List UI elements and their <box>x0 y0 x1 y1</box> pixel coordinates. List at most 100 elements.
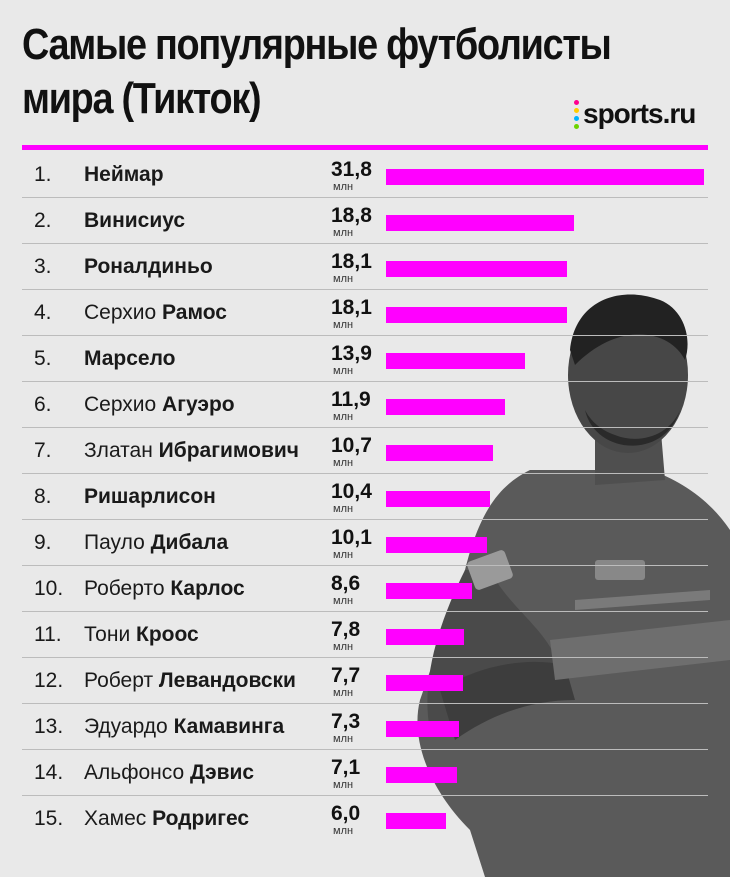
bar <box>386 767 457 783</box>
unit-label: млн <box>333 457 354 469</box>
bar <box>386 353 525 369</box>
player-first-name: Серхио <box>84 301 163 324</box>
logo-text: sports.ru <box>583 98 696 129</box>
row-separator <box>22 335 708 336</box>
value-label: 8,6 <box>331 572 361 595</box>
player-last-name: Дэвис <box>190 761 255 784</box>
row-separator <box>22 703 708 704</box>
unit-label: млн <box>333 181 354 193</box>
unit-label: млн <box>333 549 354 561</box>
rank-label: 3. <box>34 255 52 278</box>
player-name: Марсело <box>84 347 176 371</box>
value-label: 13,9 <box>331 342 372 365</box>
value-label: 7,3 <box>331 710 361 733</box>
player-name: Роберт Левандовски <box>84 669 296 693</box>
bar <box>386 491 490 507</box>
player-last-name: Карлос <box>170 577 245 600</box>
logo-dot <box>574 115 579 121</box>
value-label: 10,1 <box>331 526 372 549</box>
row-separator <box>22 657 708 658</box>
player-first-name: Серхио <box>84 393 163 416</box>
player-name: Эдуардо Камавинга <box>84 715 284 739</box>
rank-label: 8. <box>34 485 52 508</box>
unit-label: млн <box>333 227 354 239</box>
chart-title: Самые популярные футболисты мира (Тикток… <box>22 18 615 126</box>
rank-label: 10. <box>34 577 64 600</box>
unit-label: млн <box>333 319 354 331</box>
player-name: Неймар <box>84 163 164 187</box>
row-separator <box>22 243 708 244</box>
rank-label: 1. <box>34 163 52 186</box>
row-separator <box>22 381 708 382</box>
player-last-name: Винисиус <box>84 209 186 232</box>
player-name: Винисиус <box>84 209 185 233</box>
header-rule <box>22 145 708 150</box>
player-last-name: Рамос <box>162 301 227 324</box>
player-name: Тони Кроос <box>84 623 199 647</box>
player-last-name: Роналдиньо <box>84 255 213 278</box>
player-first-name: Златан <box>84 439 159 462</box>
unit-label: млн <box>333 825 354 837</box>
rank-label: 7. <box>34 439 52 462</box>
value-label: 6,0 <box>331 802 361 825</box>
row-separator <box>22 519 708 520</box>
rank-label: 4. <box>34 301 52 324</box>
unit-label: млн <box>333 733 354 745</box>
value-label: 10,7 <box>331 434 372 457</box>
row-separator <box>22 197 708 198</box>
sports-ru-logo: sports.ru <box>574 96 696 132</box>
value-label: 18,1 <box>331 296 372 319</box>
row-separator <box>22 749 708 750</box>
player-name: Хамес Родригес <box>84 807 249 831</box>
bar <box>386 583 472 599</box>
logo-dot <box>574 107 579 113</box>
player-last-name: Кроос <box>136 623 199 646</box>
player-name: Роберто Карлос <box>84 577 245 601</box>
player-name: Серхио Агуэро <box>84 393 235 417</box>
bar <box>386 813 446 829</box>
player-first-name: Роберто <box>84 577 171 600</box>
rank-label: 9. <box>34 531 52 554</box>
value-label: 7,1 <box>331 756 361 779</box>
rank-label: 13. <box>34 715 64 738</box>
bar <box>386 169 704 185</box>
logo-dot <box>574 99 579 105</box>
bar <box>386 537 487 553</box>
player-name: Альфонсо Дэвис <box>84 761 254 785</box>
row-separator <box>22 565 708 566</box>
player-first-name: Тони <box>84 623 137 646</box>
value-label: 18,8 <box>331 204 372 227</box>
player-last-name: Камавинга <box>173 715 285 738</box>
bar <box>386 261 567 277</box>
unit-label: млн <box>333 503 354 515</box>
unit-label: млн <box>333 687 354 699</box>
player-name: Пауло Дибала <box>84 531 228 555</box>
player-last-name: Агуэро <box>162 393 235 416</box>
player-first-name: Пауло <box>84 531 151 554</box>
rank-label: 14. <box>34 761 64 784</box>
bar <box>386 399 505 415</box>
row-separator <box>22 427 708 428</box>
player-last-name: Марсело <box>84 347 176 370</box>
rank-label: 2. <box>34 209 52 232</box>
value-label: 10,4 <box>331 480 372 503</box>
unit-label: млн <box>333 273 354 285</box>
rank-label: 11. <box>34 623 62 646</box>
value-label: 7,7 <box>331 664 361 687</box>
logo-dots-icon <box>574 99 579 129</box>
rank-label: 12. <box>34 669 64 692</box>
bar <box>386 721 459 737</box>
player-first-name: Эдуардо <box>84 715 174 738</box>
unit-label: млн <box>333 595 354 607</box>
value-label: 18,1 <box>331 250 372 273</box>
value-label: 11,9 <box>331 388 371 411</box>
bar <box>386 215 574 231</box>
player-first-name: Роберт <box>84 669 159 692</box>
unit-label: млн <box>333 779 354 791</box>
chart-title-line-1: Самые популярные футболисты <box>22 20 612 69</box>
row-separator <box>22 611 708 612</box>
rank-label: 15. <box>34 807 64 830</box>
logo-dot <box>574 123 579 129</box>
rank-label: 5. <box>34 347 52 370</box>
